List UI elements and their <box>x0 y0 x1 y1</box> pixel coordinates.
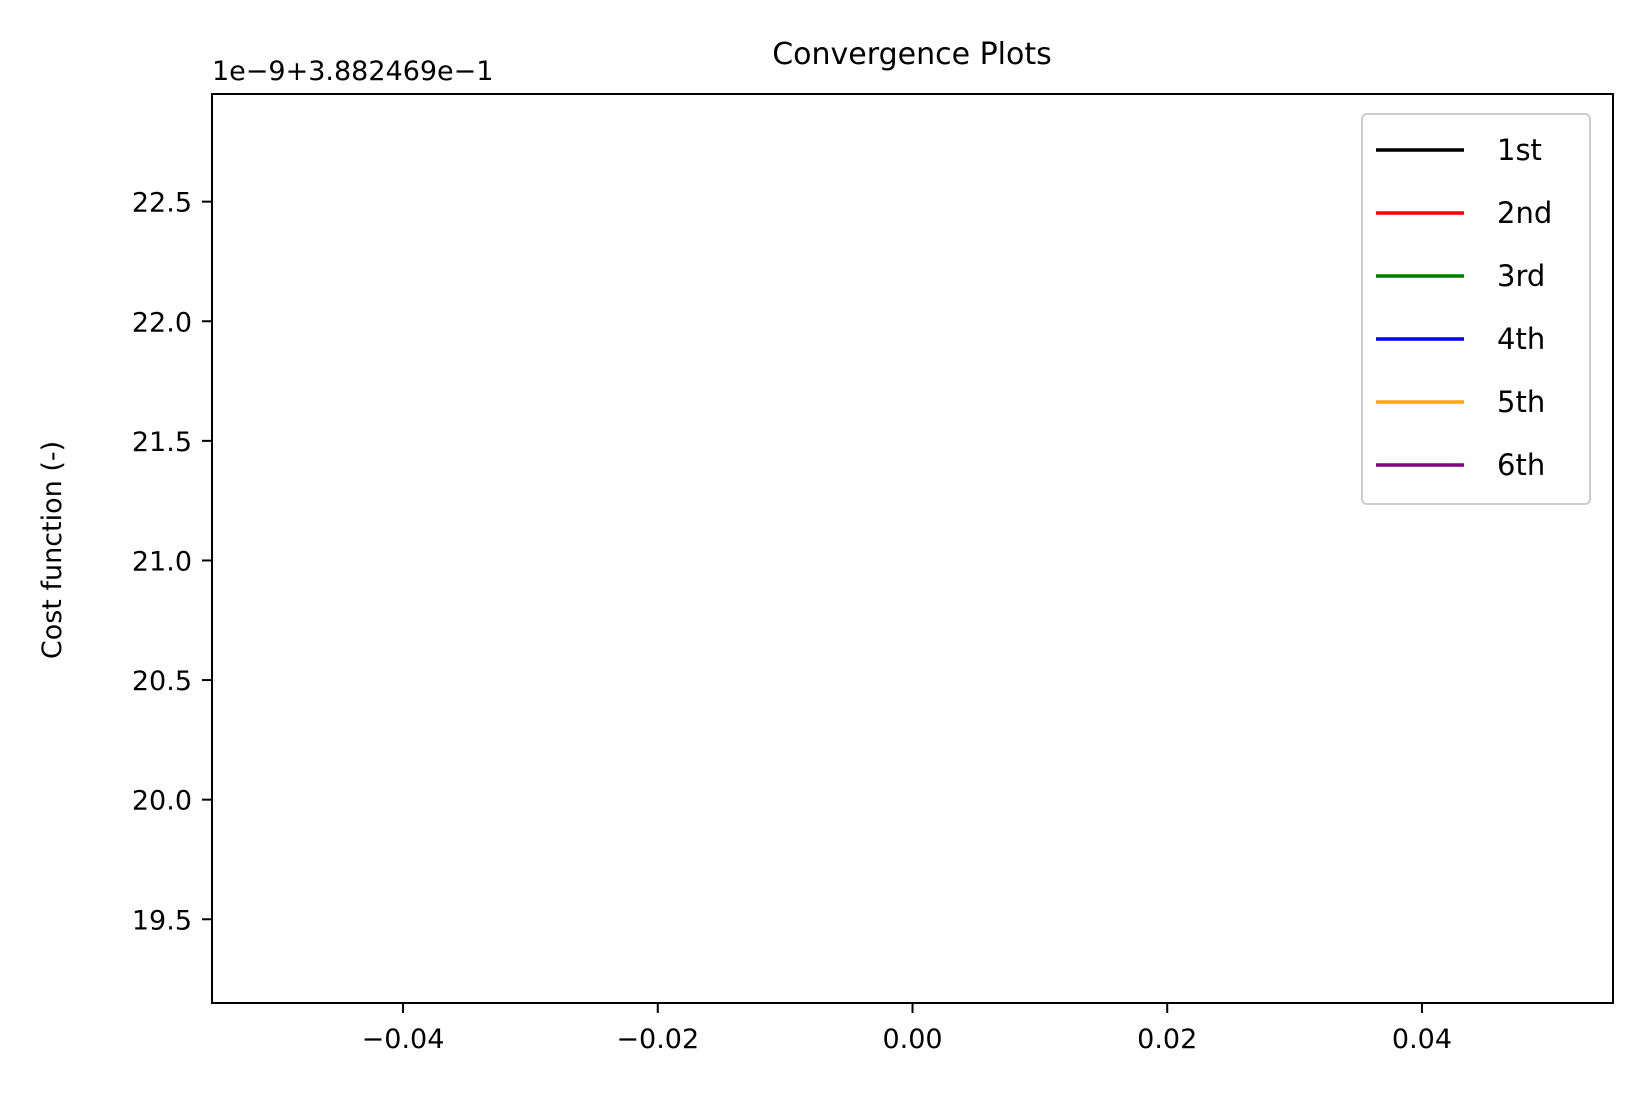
x-tick-label: 0.04 <box>1392 1024 1452 1055</box>
y-tick-label: 20.5 <box>132 666 192 697</box>
y-tick-label: 20.0 <box>132 786 192 817</box>
legend-label: 4th <box>1497 322 1545 356</box>
y-tick-label: 22.5 <box>132 188 192 219</box>
y-tick-label: 21.5 <box>132 427 192 458</box>
x-tick-label: −0.04 <box>362 1024 445 1055</box>
x-axis: −0.04 −0.02 0.00 0.02 0.04 <box>362 1003 1452 1055</box>
y-offset-text: 1e−9+3.882469e−1 <box>212 56 493 87</box>
x-tick-label: 0.02 <box>1137 1024 1197 1055</box>
legend-label: 2nd <box>1497 196 1552 230</box>
y-tick-label: 21.0 <box>132 546 192 577</box>
legend-label: 1st <box>1497 133 1542 167</box>
legend-box <box>1361 113 1591 505</box>
y-tick-label: 22.0 <box>132 307 192 338</box>
legend-label: 3rd <box>1497 259 1545 293</box>
legend: 1st 2nd 3rd 4th 5th 6th <box>1361 113 1591 505</box>
y-axis-label: Cost function (-) <box>37 441 68 659</box>
y-tick-label: 19.5 <box>132 905 192 936</box>
y-axis: 19.5 20.0 20.5 21.0 21.5 22.0 22.5 <box>132 188 212 936</box>
chart-title: Convergence Plots <box>772 37 1052 72</box>
legend-label: 6th <box>1497 448 1545 482</box>
x-tick-label: 0.00 <box>882 1024 942 1055</box>
x-tick-label: −0.02 <box>616 1024 699 1055</box>
legend-label: 5th <box>1497 385 1545 419</box>
